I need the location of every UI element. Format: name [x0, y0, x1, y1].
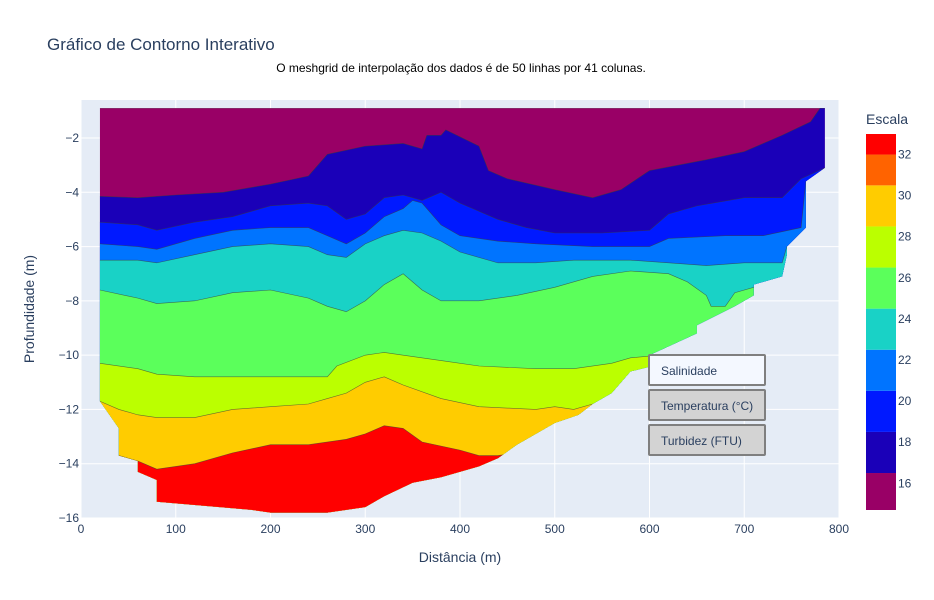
- colorbar-tick-label: 24: [898, 312, 912, 326]
- colorbar-segment: [866, 154, 896, 186]
- x-tick-label: 300: [355, 522, 375, 536]
- colorbar-tick-label: 26: [898, 271, 912, 285]
- colorbar-segment: [866, 349, 896, 391]
- colorbar-segment: [866, 226, 896, 268]
- colorbar-title: Escala: [866, 111, 908, 127]
- x-tick-label: 700: [734, 522, 754, 536]
- x-tick-label: 500: [545, 522, 565, 536]
- colorbar: [866, 134, 896, 510]
- colorbar-tick-label: 28: [898, 230, 912, 244]
- x-tick-label: 100: [166, 522, 186, 536]
- colorbar-tick-label: 32: [898, 148, 912, 162]
- colorbar-segment: [866, 185, 896, 227]
- y-tick-label: −16: [59, 511, 80, 525]
- x-tick-label: 200: [260, 522, 280, 536]
- colorbar-ticks: 16 18 20 22 24 26 28 30 32: [898, 148, 912, 491]
- y-tick-label: −2: [65, 131, 79, 145]
- menu-button-1[interactable]: Temperatura (°C): [648, 389, 766, 421]
- y-axis-title: Profundidade (m): [21, 255, 37, 363]
- menu-button-0[interactable]: Salinidade: [648, 354, 766, 386]
- y-axis-ticks: −16 −14 −12 −10 −8 −6 −4 −2: [59, 131, 80, 525]
- colorbar-tick-label: 18: [898, 435, 912, 449]
- y-tick-label: −14: [59, 457, 80, 471]
- x-axis-title: Distância (m): [419, 549, 501, 565]
- colorbar-tick-label: 20: [898, 394, 912, 408]
- x-tick-label: 400: [450, 522, 470, 536]
- chart-title: Gráfico de Contorno Interativo: [47, 35, 275, 54]
- colorbar-tick-label: 22: [898, 353, 912, 367]
- colorbar-segment: [866, 431, 896, 474]
- x-tick-label: 0: [78, 522, 85, 536]
- colorbar-tick-label: 16: [898, 476, 912, 490]
- colorbar-segment: [866, 134, 896, 155]
- y-tick-label: −4: [65, 185, 79, 199]
- x-axis-ticks: 0 100 200 300 400 500 600 700 800: [78, 522, 850, 536]
- x-tick-label: 600: [639, 522, 659, 536]
- colorbar-segment: [866, 267, 896, 309]
- colorbar-tick-label: 30: [898, 189, 912, 203]
- colorbar-segment: [866, 473, 896, 510]
- y-tick-label: −10: [59, 348, 80, 362]
- y-tick-label: −8: [65, 294, 79, 308]
- colorbar-segment: [866, 390, 896, 432]
- y-tick-label: −12: [59, 402, 80, 416]
- x-tick-label: 800: [829, 522, 849, 536]
- y-tick-label: −6: [65, 240, 79, 254]
- chart-subtitle: O meshgrid de interpolação dos dados é d…: [276, 61, 646, 75]
- menu-button-2[interactable]: Turbidez (FTU): [648, 424, 766, 456]
- colorbar-segment: [866, 308, 896, 350]
